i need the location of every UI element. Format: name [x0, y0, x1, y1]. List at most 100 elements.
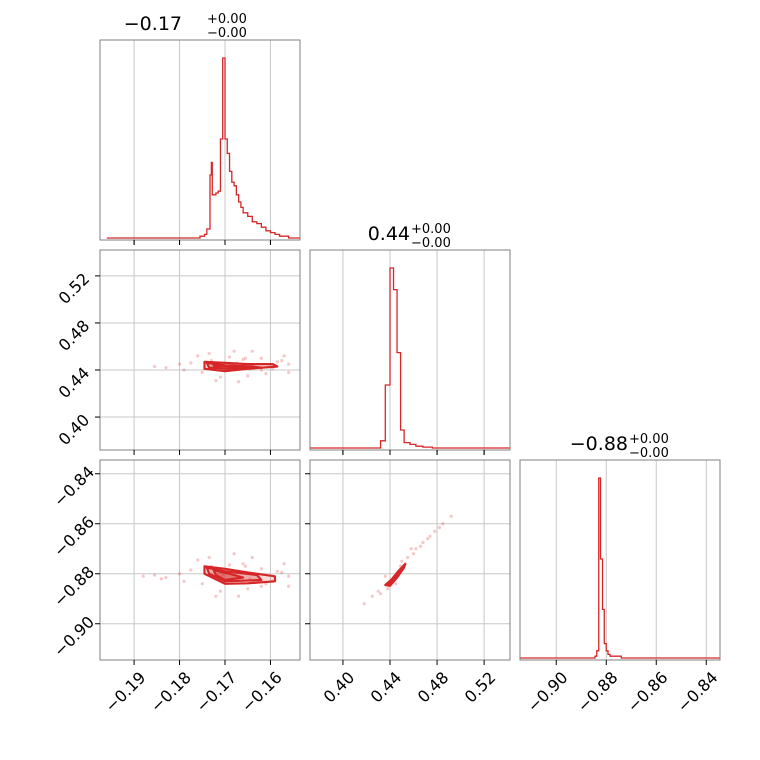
x-tick-label: −0.17: [192, 668, 240, 716]
y-tick-label: −0.88: [50, 562, 98, 610]
y-tick-label: 0.52: [55, 269, 94, 308]
sample-point: [433, 529, 437, 533]
sample-point: [182, 368, 186, 372]
sample-point: [159, 577, 163, 581]
sample-point: [418, 544, 423, 548]
x-tick-label: 0.44: [367, 668, 406, 707]
x-tick-label: −0.84: [673, 668, 721, 716]
sample-point: [241, 562, 245, 566]
title-param-1-plus: +0.00: [207, 12, 247, 27]
sample-point: [243, 356, 248, 360]
sample-point: [152, 573, 157, 577]
sample-point: [237, 380, 241, 384]
histogram-panel-3: −0.90 −0.88 −0.86 −0.84: [519, 459, 722, 716]
sample-point: [221, 573, 225, 577]
sample-point: [287, 574, 291, 578]
sample-point: [370, 594, 374, 598]
sample-point: [378, 592, 383, 596]
sample-point: [287, 370, 291, 374]
sample-point: [232, 349, 236, 353]
sample-point: [164, 366, 168, 370]
inner-ticks-col-1: [133, 240, 271, 245]
histogram-1-steps: [106, 57, 300, 239]
sample-point: [177, 572, 182, 576]
sample-point: [232, 552, 236, 556]
inner-ticks-col-2: [342, 450, 485, 455]
sample-point: [241, 357, 245, 362]
sample-point: [250, 349, 254, 353]
sample-point: [394, 582, 398, 586]
sample-point: [237, 594, 241, 598]
sample-point: [414, 547, 418, 551]
sample-point: [214, 378, 218, 383]
histogram-panel-2: [309, 249, 511, 455]
sample-point: [421, 540, 425, 545]
titles-layer: −0.17 +0.00 −0.00 0.44 +0.00 −0.00 −0.88…: [124, 12, 669, 461]
sample-point: [182, 579, 186, 583]
panels-layer: −0.90 −0.88 −0.86 −0.840.400.440.480.52−0.1…: [50, 39, 722, 716]
sample-point: [227, 355, 232, 359]
sample-point: [282, 354, 286, 358]
sample-point: [259, 368, 263, 372]
y-tick-label: 0.40: [55, 410, 94, 449]
sample-point: [259, 567, 263, 571]
title-param-3-minus: −0.00: [629, 446, 669, 461]
sample-point: [207, 351, 211, 356]
histogram-3-frame: [519, 459, 721, 661]
histogram-1-frame: [99, 39, 301, 241]
title-param-1-minus: −0.00: [207, 26, 247, 41]
title-param-1: −0.17: [124, 13, 182, 35]
x-tick-label: −0.18: [147, 668, 195, 716]
sample-point: [200, 370, 204, 374]
sample-point: [400, 559, 404, 563]
joint-panel-frame: [99, 459, 301, 661]
sample-point: [141, 574, 145, 578]
title-param-2: 0.44: [368, 223, 410, 245]
sample-point: [411, 552, 416, 556]
sample-point: [287, 362, 291, 366]
sample-point: [189, 361, 193, 365]
contour-level-3: [212, 364, 245, 370]
sample-point: [196, 558, 200, 562]
joint-panel-1-2: 0.40 0.44 0.48 0.52: [55, 249, 301, 455]
joint-panel-frame: [309, 459, 511, 661]
sample-point: [250, 555, 254, 560]
x-tick-label: −0.88: [573, 668, 621, 716]
x-tick-label: −0.86: [623, 668, 671, 716]
sample-point: [259, 584, 263, 588]
sample-point: [218, 589, 223, 593]
sample-point: [177, 362, 182, 366]
sample-point: [214, 594, 218, 598]
x-tick-label: −0.19: [101, 668, 149, 716]
sample-point: [409, 547, 413, 551]
x-tick-label: −0.16: [238, 668, 286, 716]
y-tick-label: 0.44: [55, 363, 94, 402]
sample-point: [152, 364, 157, 369]
sample-point: [362, 602, 366, 606]
contour-level-3: [212, 568, 245, 582]
sample-point: [386, 587, 390, 591]
histogram-2-steps: [310, 267, 510, 449]
title-param-3: −0.88: [570, 433, 628, 455]
y-tick-label: −0.90: [50, 612, 98, 660]
sample-point: [280, 570, 284, 575]
sample-point: [246, 587, 250, 591]
histogram-2-frame: [309, 249, 511, 451]
sample-point: [275, 569, 279, 573]
joint-panel-1-3: −0.19−0.18−0.17−0.16 −0.90−0.88−0.86−0.84: [50, 459, 301, 716]
sample-point: [196, 354, 200, 358]
sample-point: [406, 555, 410, 560]
title-param-2-plus: +0.00: [411, 222, 451, 237]
sample-point: [376, 589, 380, 593]
sample-point: [275, 360, 279, 364]
y-tick-label: −0.84: [50, 462, 98, 510]
sample-point: [164, 575, 168, 580]
histogram-3-steps: [520, 477, 720, 659]
sample-point: [383, 574, 387, 578]
title-param-3-plus: +0.00: [629, 432, 669, 447]
sample-point: [264, 371, 268, 376]
joint-panel-2-3: 0.40 0.44 0.48 0.52: [305, 459, 511, 707]
y-tick-label: −0.86: [50, 512, 98, 560]
contour-level-3: [388, 573, 399, 583]
